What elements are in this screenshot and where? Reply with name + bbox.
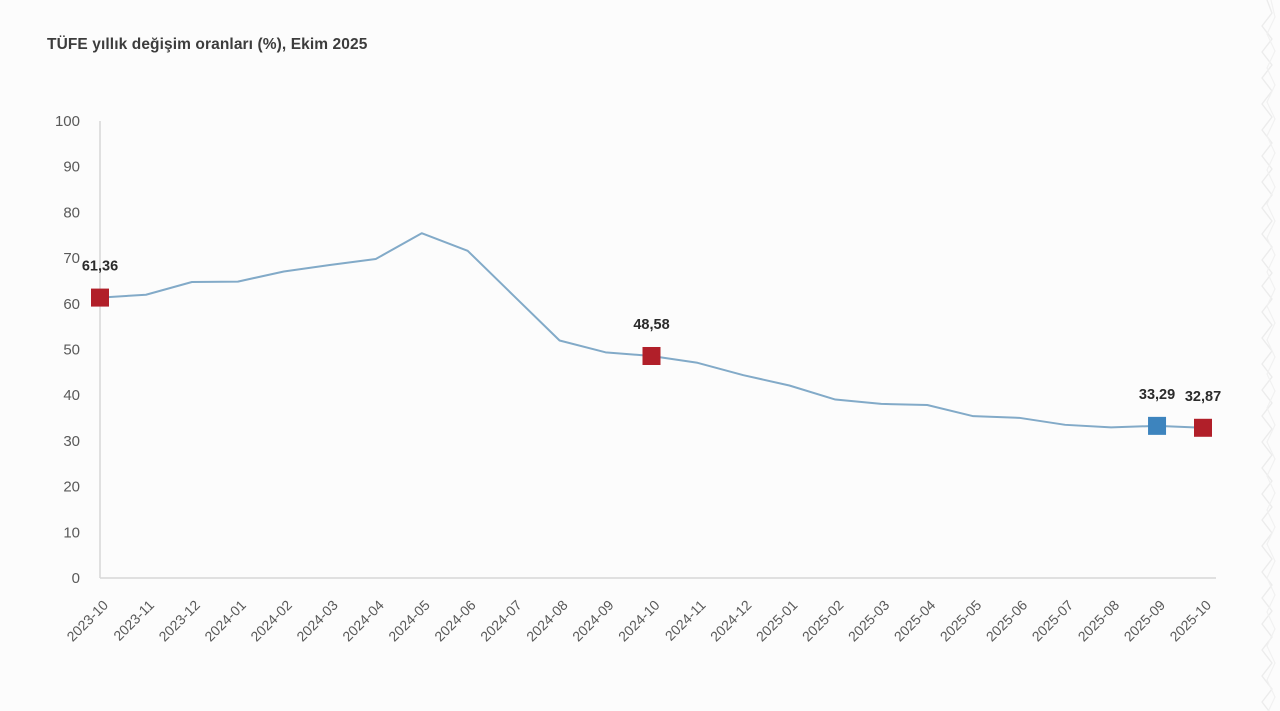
y-tick-label: 80	[63, 204, 80, 221]
y-tick-label: 100	[55, 113, 80, 130]
x-tick-label: 2023-11	[110, 597, 157, 644]
x-tick-label: 2024-05	[385, 597, 433, 645]
data-label: 61,36	[82, 259, 118, 275]
chart-title: TÜFE yıllık değişim oranları (%), Ekim 2…	[47, 36, 368, 53]
x-tick-label: 2024-10	[615, 597, 663, 645]
x-tick-label: 2025-02	[799, 597, 847, 645]
page-edge-texture	[1261, 0, 1276, 711]
x-tick-label: 2025-07	[1029, 597, 1077, 645]
x-tick-label: 2023-12	[155, 597, 203, 645]
x-tick-label: 2023-10	[63, 597, 111, 645]
x-tick-label: 2024-06	[431, 597, 479, 645]
x-tick-label: 2024-11	[662, 597, 709, 644]
data-marker[interactable]	[642, 346, 661, 365]
x-tick-label: 2025-03	[845, 597, 893, 645]
edge-squiggle	[1266, 0, 1276, 711]
data-marker[interactable]	[91, 288, 109, 307]
y-tick-label: 50	[63, 342, 80, 359]
y-tick-label: 60	[63, 296, 80, 313]
data-label: 32,87	[1185, 389, 1221, 405]
x-tick-label: 2024-07	[477, 597, 525, 645]
y-tick-label: 10	[63, 524, 80, 541]
x-tick-label: 2025-09	[1121, 597, 1169, 645]
y-tick-label: 30	[63, 433, 80, 450]
x-tick-label: 2024-04	[339, 597, 387, 645]
x-tick-label: 2025-05	[937, 597, 985, 645]
x-tick-label: 2024-08	[523, 597, 571, 645]
data-label: 33,29	[1139, 387, 1175, 403]
x-tick-label: 2024-09	[569, 597, 617, 645]
y-tick-label: 40	[63, 387, 80, 404]
x-tick-label: 2025-01	[753, 597, 801, 645]
x-tick-label: 2024-01	[201, 597, 249, 645]
x-tick-label: 2025-10	[1166, 597, 1214, 645]
x-tick-label: 2025-06	[983, 597, 1031, 645]
y-tick-label: 0	[72, 570, 80, 587]
data-label: 48,58	[633, 317, 669, 333]
edge-squiggle	[1261, 0, 1273, 711]
x-tick-label: 2025-04	[891, 597, 939, 645]
y-tick-label: 90	[63, 159, 80, 176]
y-tick-label: 20	[63, 479, 80, 496]
x-tick-label: 2024-03	[293, 597, 341, 645]
data-marker[interactable]	[1194, 418, 1212, 437]
x-tick-label: 2024-02	[247, 597, 295, 645]
data-marker[interactable]	[1148, 416, 1167, 435]
x-tick-label: 2025-08	[1075, 597, 1123, 645]
x-tick-label: 2024-12	[707, 597, 755, 645]
y-tick-label: 70	[63, 250, 80, 267]
